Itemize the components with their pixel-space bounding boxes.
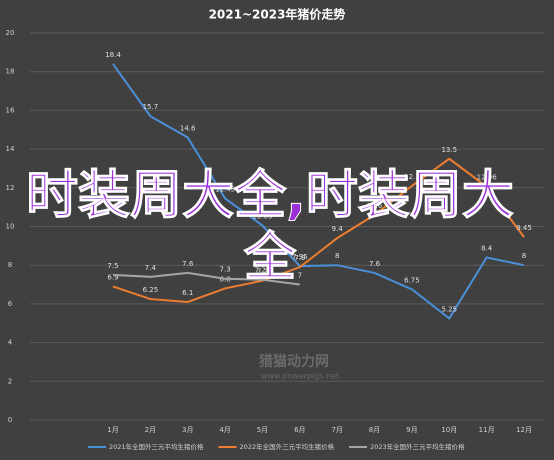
- data-label: 11.45: [215, 185, 235, 193]
- data-label: 7.25: [255, 267, 271, 275]
- data-label: 7.5: [107, 262, 118, 270]
- data-label: 7.95: [292, 253, 308, 261]
- plot: 0 2 4 6 8 10 12 14 16 18 20 1月 2月 3月 4月 5月 6月 7月 8月 9月 10月 11…: [6, 29, 545, 451]
- x-tick-label: 7月: [331, 426, 342, 434]
- y-tick-label: 18: [6, 68, 15, 76]
- data-label: 18.4: [105, 51, 121, 59]
- y-tick-label: 6: [8, 300, 13, 308]
- series-line: [112, 271, 300, 286]
- data-label: 14.6: [180, 124, 196, 132]
- data-label: 6.9: [107, 273, 118, 281]
- data-label: 7.3: [220, 266, 231, 274]
- y-tick-label: 20: [6, 29, 15, 37]
- watermark: 猎猫动力网: [259, 353, 329, 370]
- y-tick-label: 12: [6, 184, 15, 192]
- data-label: 7.2: [257, 268, 268, 276]
- data-label: 7.4: [145, 264, 157, 272]
- y-tick-label: 4: [8, 339, 13, 347]
- x-tick-label: 11月: [479, 426, 495, 434]
- data-label: 7.6: [369, 260, 381, 268]
- x-tick-label: 12月: [516, 426, 532, 434]
- data-label: 10.6: [367, 202, 383, 210]
- x-tick-label: 3月: [182, 426, 193, 434]
- y-tick-label: 8: [8, 261, 12, 269]
- x-tick-label: 4月: [219, 426, 230, 434]
- series-line: [112, 63, 525, 320]
- x-tick-label: 1月: [107, 426, 118, 434]
- legend-label: 2022年全国外三元平均生猪价格: [240, 442, 335, 451]
- data-label: 12.1: [404, 173, 420, 181]
- data-label: 5.25: [441, 305, 457, 313]
- watermark-url: www.powerpigs.net: [261, 372, 339, 381]
- data-label: 6.1: [182, 289, 193, 297]
- y-tick-label: 2: [8, 377, 12, 385]
- chart-title: 2021~2023年猪价走势: [209, 7, 346, 22]
- data-label: 8.4: [481, 244, 493, 252]
- x-tick-label: 6月: [294, 426, 305, 434]
- data-label: 9.45: [516, 224, 532, 232]
- data-label: 7.6: [182, 260, 194, 268]
- legend-label: 2023年全国外三元平均生猪价格: [370, 442, 465, 451]
- x-tick-label: 2月: [145, 426, 156, 434]
- data-label: 10.05: [252, 213, 272, 221]
- x-tick-label: 8月: [369, 426, 380, 434]
- data-label: 9.4: [332, 225, 344, 233]
- data-label: 8: [335, 252, 339, 260]
- data-label: 7: [298, 272, 302, 280]
- data-label: 12.06: [477, 174, 498, 182]
- y-tick-label: 10: [6, 223, 15, 231]
- legend-label: 2021年全国外三元平均生猪价格: [109, 442, 204, 451]
- data-label: 15.7: [143, 103, 159, 111]
- data-label: 6.75: [404, 276, 420, 284]
- data-label: 7.9: [294, 254, 305, 262]
- x-tick-label: 10月: [441, 426, 457, 434]
- y-tick-label: 0: [8, 416, 12, 424]
- series-line: [112, 157, 525, 303]
- x-tick-label: 5月: [257, 426, 268, 434]
- data-label: 13.5: [441, 146, 457, 154]
- y-tick-label: 14: [6, 145, 15, 153]
- overlay-text: 时装周大全,时装周大全: [26, 166, 515, 289]
- y-tick-label: 16: [6, 106, 15, 114]
- data-label: 8: [522, 252, 526, 260]
- x-tick-label: 9月: [406, 426, 417, 434]
- overlay: 时装周大全,时装周大全: [26, 166, 515, 289]
- data-label: 6.25: [143, 286, 159, 294]
